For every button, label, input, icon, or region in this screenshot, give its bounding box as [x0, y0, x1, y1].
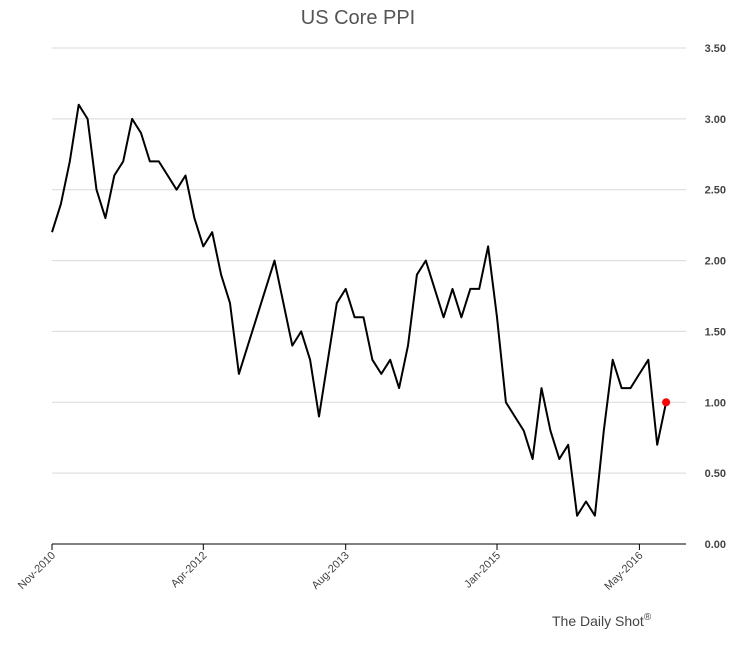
x-tick-label: Aug-2013: [310, 550, 352, 592]
gridlines: [52, 47, 686, 474]
series-line-core-ppi: [51, 103, 668, 517]
source-credit: The Daily Shot®: [552, 612, 652, 629]
registered-mark: ®: [644, 612, 652, 623]
y-axis-tick-labels: 0.00 0.50 1.00 1.50 2.00 2.50 3.00 3.50: [705, 43, 726, 551]
chart-title: US Core PPI: [301, 7, 415, 29]
y-tick-label: 3.00: [705, 114, 726, 126]
source-text: The Daily Shot: [552, 613, 644, 629]
y-tick-label: 2.50: [705, 185, 726, 197]
y-tick-label: 0.50: [705, 468, 726, 480]
latest-value-marker: [662, 398, 671, 407]
y-tick-label: 0.00: [705, 539, 726, 551]
y-tick-label: 1.50: [705, 326, 726, 338]
y-tick-label: 3.50: [705, 43, 726, 55]
y-tick-label: 1.00: [705, 397, 726, 409]
x-axis-ticks: Nov-2010 Apr-2012 Aug-2013 Jan-2015 May-2016: [16, 544, 646, 593]
x-tick-label: Jan-2015: [462, 550, 503, 591]
series-layer: [51, 103, 671, 517]
x-tick-label: May-2016: [602, 550, 645, 593]
x-tick-label: Nov-2010: [16, 550, 58, 592]
y-tick-label: 2.00: [705, 256, 726, 268]
x-tick-label: Apr-2012: [169, 550, 209, 590]
